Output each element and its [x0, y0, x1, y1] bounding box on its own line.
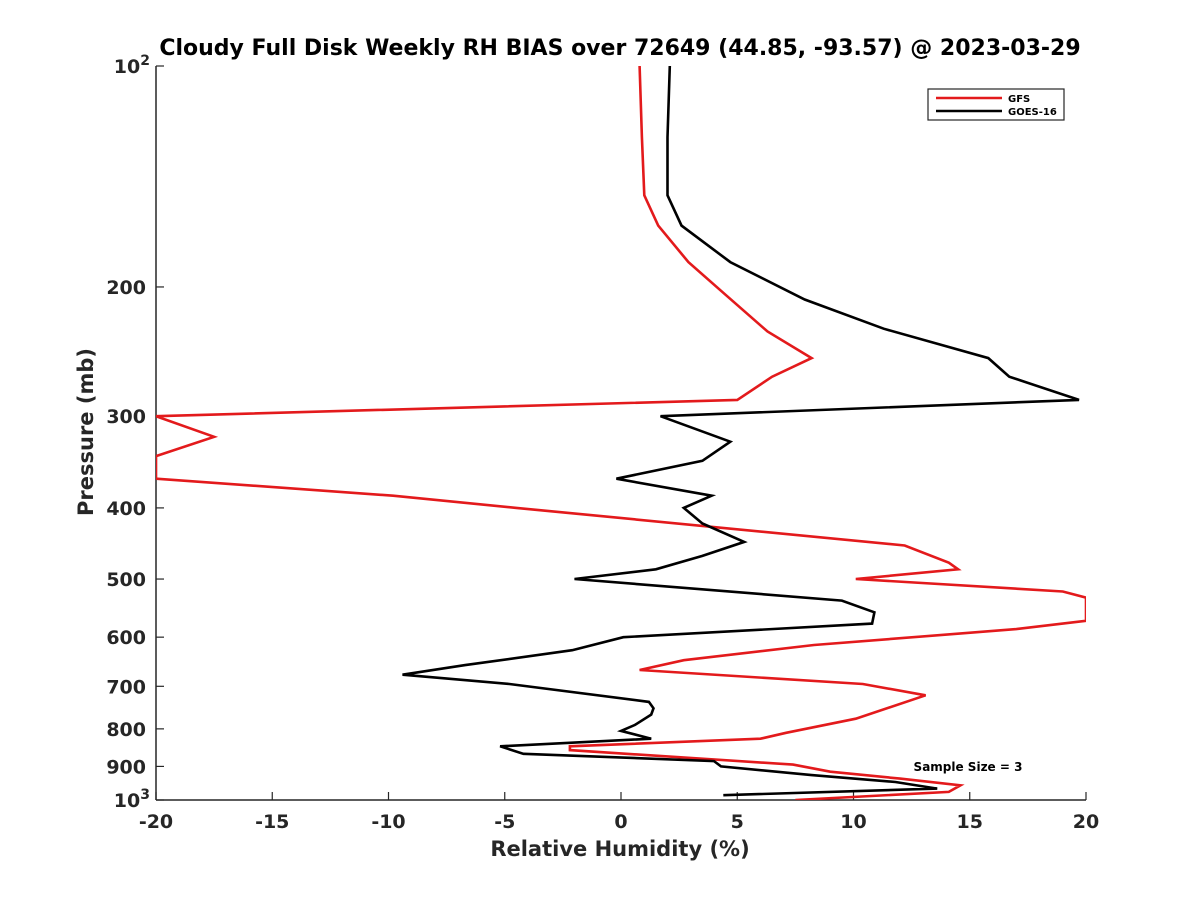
- series-line-gfs: [156, 66, 1086, 800]
- series-layer: [156, 66, 1086, 800]
- x-tick-label: -10: [371, 811, 405, 833]
- y-tick-label: 102: [114, 53, 150, 78]
- y-tick-label: 103: [114, 787, 150, 812]
- x-tick-label: -20: [139, 811, 173, 833]
- legend: GFS GOES-16: [927, 88, 1065, 121]
- y-tick-label: 700: [106, 676, 146, 698]
- x-tick-label: -15: [255, 811, 289, 833]
- y-tick-label: 400: [106, 498, 146, 520]
- axes: -20 -15 -10 -5 0 5 10 15 20 102 200 300 400 500 600 700…: [106, 53, 1099, 833]
- y-axis-label: Pressure (mb): [74, 348, 98, 516]
- series-line-goes-16: [402, 66, 1080, 797]
- x-tick-label: 5: [731, 811, 744, 833]
- y-tick-label: 200: [106, 277, 146, 299]
- legend-box: [927, 88, 1065, 121]
- y-tick-label: 600: [106, 627, 146, 649]
- legend-label: GOES-16: [1008, 107, 1057, 118]
- x-tick-label: 0: [614, 811, 627, 833]
- x-axis-label: Relative Humidity (%): [490, 837, 749, 861]
- x-tick-label: 20: [1073, 811, 1099, 833]
- sample-size-annotation: Sample Size = 3: [914, 760, 1023, 774]
- y-tick-label: 500: [106, 569, 146, 591]
- legend-label: GFS: [1008, 94, 1030, 105]
- chart-title: Cloudy Full Disk Weekly RH BIAS over 726…: [159, 36, 1080, 61]
- x-tick-label: -5: [494, 811, 515, 833]
- y-tick-label: 800: [106, 719, 146, 741]
- y-tick-label: 900: [106, 756, 146, 778]
- y-tick-label: 300: [106, 406, 146, 428]
- x-tick-label: 10: [840, 811, 866, 833]
- x-tick-label: 15: [957, 811, 983, 833]
